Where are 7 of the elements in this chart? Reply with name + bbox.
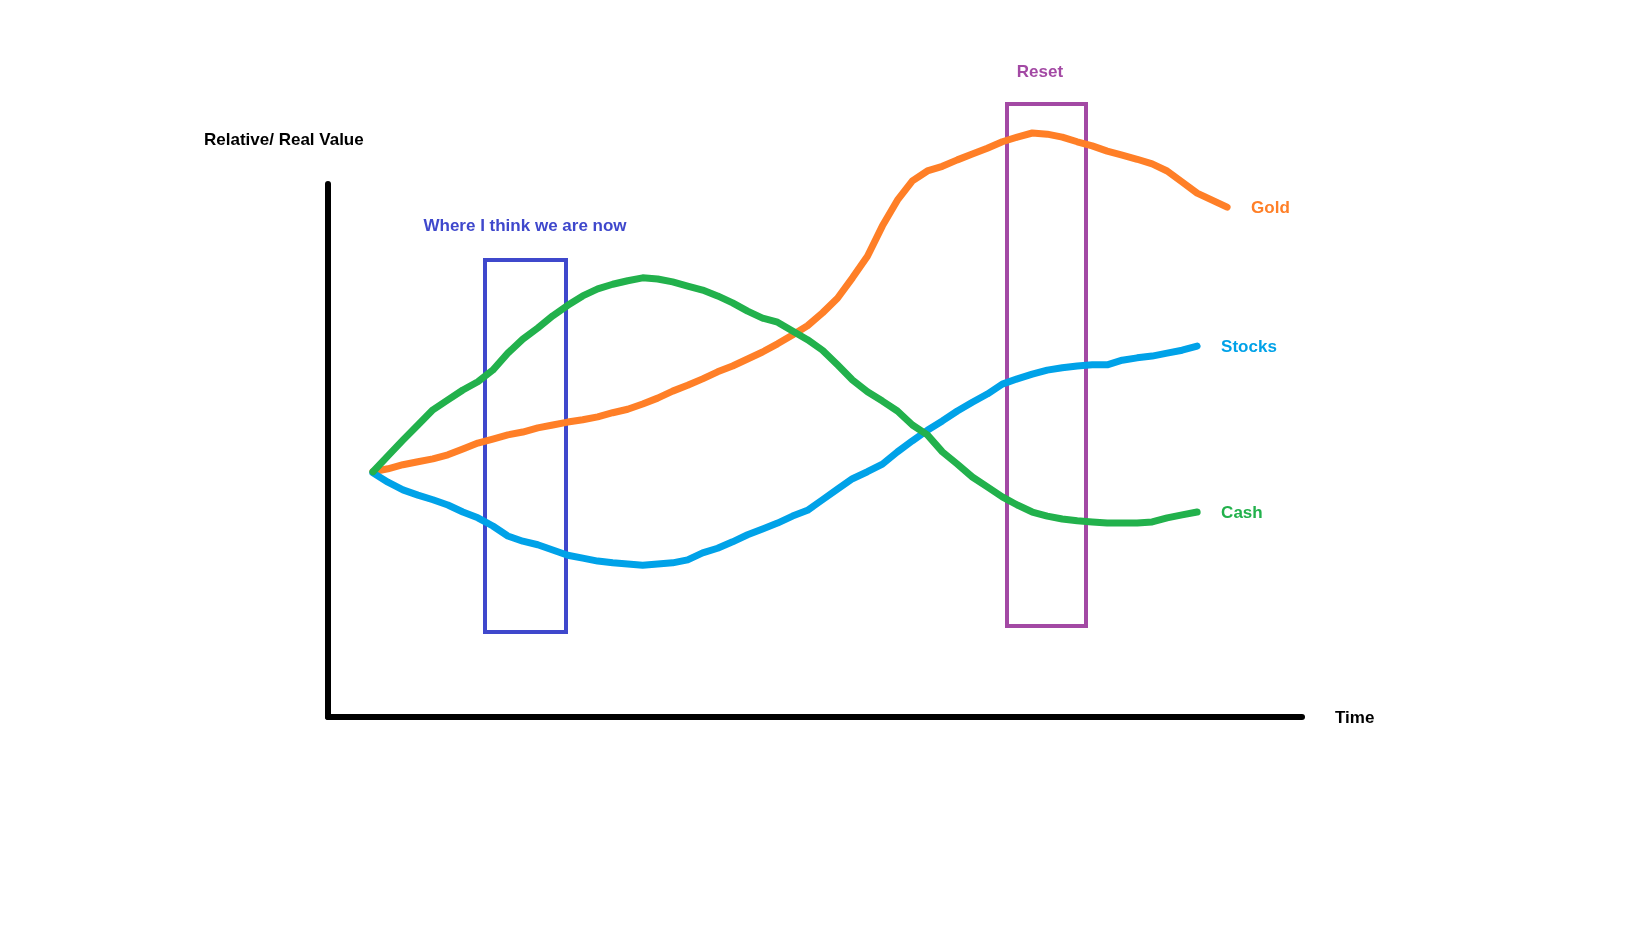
annotation: Where I think we are now [423, 215, 628, 235]
series-label: Cash [1221, 502, 1263, 522]
x-axis-title: Time [1335, 707, 1375, 727]
text: Reset [1016, 61, 1064, 81]
series-label: Gold [1251, 197, 1290, 217]
y-axis-title: Relative/ Real Value [204, 130, 364, 149]
series-label: Stocks [1221, 336, 1277, 356]
